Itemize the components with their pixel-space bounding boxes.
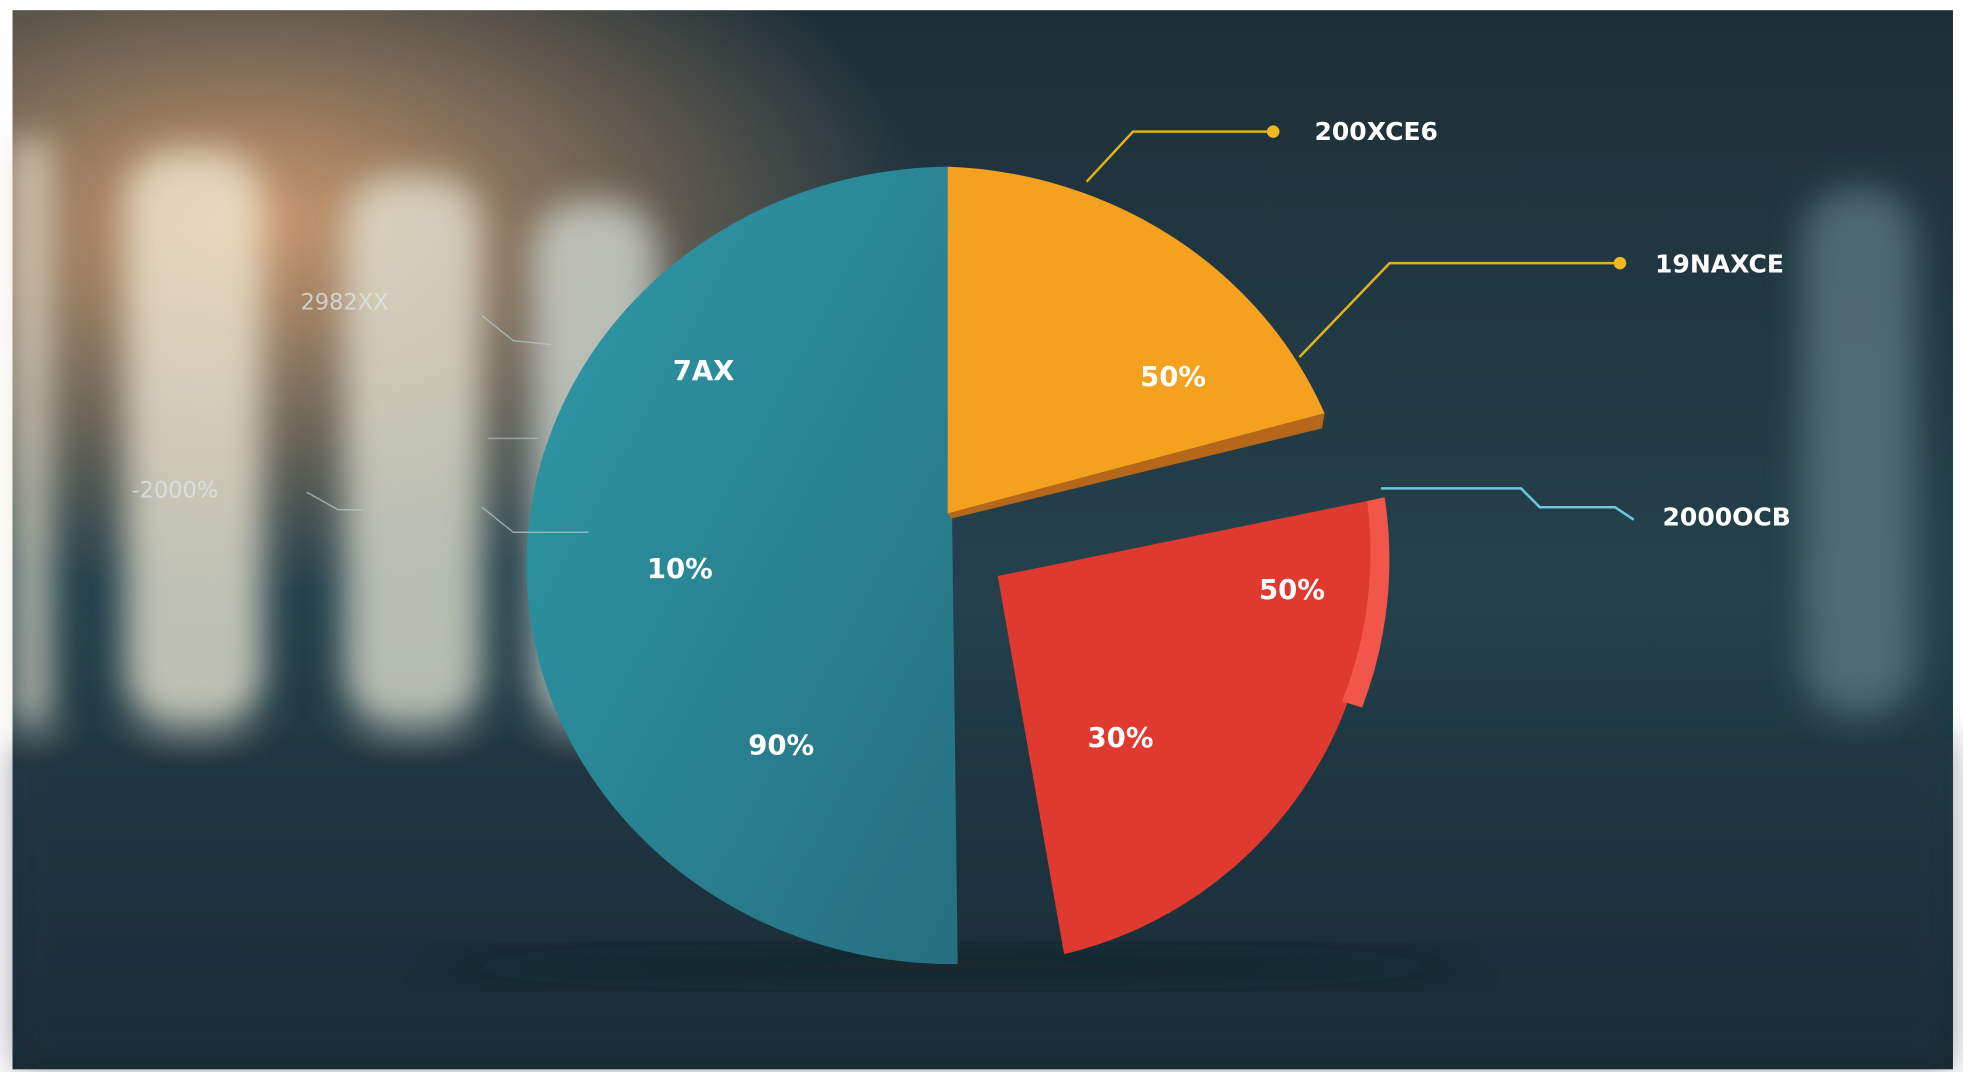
callout-line <box>1380 487 1635 521</box>
side-line <box>481 315 551 346</box>
callout-dot <box>1266 125 1280 138</box>
slice-label: 90% <box>748 729 814 761</box>
slice-label: 50% <box>1140 361 1206 393</box>
callout-line <box>1298 261 1618 358</box>
window <box>344 175 482 727</box>
slice-label: 10% <box>647 553 713 585</box>
floor <box>12 738 1953 1070</box>
side-line <box>306 491 364 511</box>
side-label: -2000% <box>131 477 218 503</box>
orange-wedge <box>947 166 1325 514</box>
teal-wedge <box>526 166 958 965</box>
callout-label: 200XCE6 <box>1315 117 1438 146</box>
red-wedge <box>997 500 1373 955</box>
slice-label: 7AX <box>673 355 735 387</box>
side-line <box>481 506 589 533</box>
callout-line <box>1085 130 1271 183</box>
shadow <box>425 954 1478 980</box>
slice-label: 30% <box>1088 722 1154 754</box>
red-edge <box>1342 497 1390 708</box>
window <box>1802 187 1916 714</box>
side-label: 2982XX <box>300 290 388 316</box>
orange-edge <box>947 413 1325 519</box>
callout-dot <box>1613 256 1627 270</box>
slice-label: 50% <box>1259 574 1325 606</box>
callout-label: 19NAXCE <box>1655 250 1784 279</box>
callout-label: 2000OCB <box>1663 502 1791 531</box>
window <box>125 150 263 727</box>
window <box>12 137 51 727</box>
